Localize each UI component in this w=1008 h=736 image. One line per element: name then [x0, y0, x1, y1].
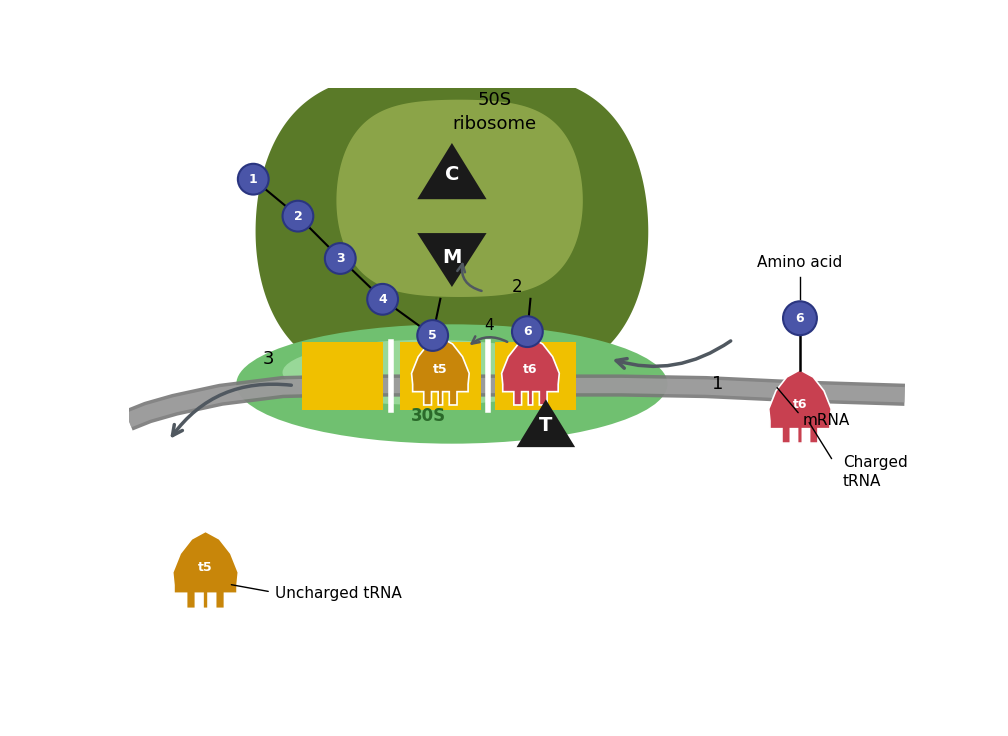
Polygon shape — [411, 337, 469, 405]
Text: 3: 3 — [263, 350, 274, 367]
Text: 1: 1 — [712, 375, 724, 393]
Text: t6: t6 — [792, 398, 807, 411]
Polygon shape — [256, 70, 648, 386]
Polygon shape — [172, 531, 238, 609]
Ellipse shape — [282, 340, 576, 406]
Text: 6: 6 — [795, 312, 804, 325]
Text: 2: 2 — [512, 278, 523, 296]
Text: 4: 4 — [484, 318, 494, 333]
FancyArrowPatch shape — [172, 384, 291, 436]
Circle shape — [512, 316, 542, 347]
Circle shape — [282, 201, 313, 232]
Text: 2: 2 — [293, 210, 302, 223]
Circle shape — [325, 243, 356, 274]
Polygon shape — [516, 400, 576, 447]
Polygon shape — [769, 369, 832, 443]
Circle shape — [238, 164, 269, 194]
Text: 30S: 30S — [411, 407, 447, 425]
Polygon shape — [337, 99, 583, 297]
Text: mRNA: mRNA — [802, 413, 850, 428]
Text: C: C — [445, 165, 459, 184]
Text: 5: 5 — [428, 329, 437, 342]
Text: M: M — [443, 248, 462, 267]
Text: 50S
ribosome: 50S ribosome — [453, 91, 536, 133]
Polygon shape — [417, 233, 487, 287]
Circle shape — [417, 320, 449, 351]
Circle shape — [367, 284, 398, 315]
Text: t5: t5 — [199, 562, 213, 575]
Text: 3: 3 — [336, 252, 345, 265]
FancyBboxPatch shape — [400, 342, 481, 410]
Text: 4: 4 — [378, 293, 387, 305]
FancyArrowPatch shape — [458, 264, 482, 291]
FancyBboxPatch shape — [302, 342, 383, 410]
Text: Amino acid: Amino acid — [757, 255, 843, 269]
Ellipse shape — [236, 325, 667, 444]
Text: t6: t6 — [523, 363, 537, 376]
Text: T: T — [539, 416, 552, 435]
FancyBboxPatch shape — [495, 342, 576, 410]
Circle shape — [783, 301, 816, 335]
Polygon shape — [502, 337, 559, 405]
Text: 6: 6 — [523, 325, 531, 338]
FancyArrowPatch shape — [472, 336, 507, 344]
FancyArrowPatch shape — [616, 341, 731, 368]
Text: 1: 1 — [249, 173, 258, 185]
Polygon shape — [417, 143, 487, 199]
Text: t5: t5 — [433, 363, 448, 376]
Text: Charged
tRNA: Charged tRNA — [843, 455, 908, 489]
Text: Uncharged tRNA: Uncharged tRNA — [275, 586, 401, 601]
